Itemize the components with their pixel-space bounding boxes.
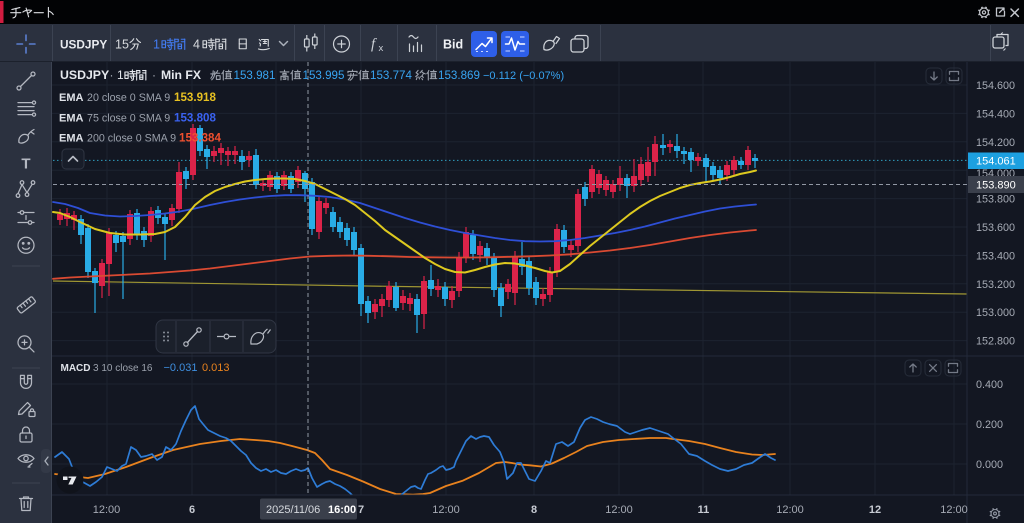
svg-text:7: 7 <box>358 504 364 516</box>
svg-text:153.995: 153.995 <box>303 69 345 82</box>
svg-text:MACD: MACD <box>61 363 91 374</box>
svg-text:153.918: 153.918 <box>174 91 216 104</box>
svg-text:153.869: 153.869 <box>438 69 480 82</box>
svg-text:153.890: 153.890 <box>976 180 1016 192</box>
svg-text:153.000: 153.000 <box>976 307 1015 319</box>
svg-text:12:00: 12:00 <box>940 504 968 516</box>
svg-text:154.200: 154.200 <box>976 137 1015 149</box>
svg-text:153.384: 153.384 <box>179 132 221 145</box>
svg-text:12:00: 12:00 <box>605 504 633 516</box>
svg-text:USDJPY: USDJPY <box>60 38 107 52</box>
svg-text:153.774: 153.774 <box>370 69 412 82</box>
svg-text:f: f <box>371 37 377 53</box>
svg-text:1: 1 <box>117 68 124 82</box>
svg-text:153.200: 153.200 <box>976 279 1015 291</box>
svg-text:12: 12 <box>869 504 881 516</box>
svg-text:USDJPY: USDJPY <box>60 68 109 82</box>
svg-text:8: 8 <box>531 504 537 516</box>
svg-text:153.808: 153.808 <box>174 112 216 125</box>
svg-text:12:00: 12:00 <box>776 504 804 516</box>
svg-text:Min FX: Min FX <box>161 68 202 82</box>
svg-text:0.013: 0.013 <box>202 362 230 374</box>
svg-text:0.400: 0.400 <box>976 379 1003 391</box>
svg-text:153.800: 153.800 <box>976 194 1015 206</box>
svg-text:152.800: 152.800 <box>976 336 1015 348</box>
svg-text:153.981: 153.981 <box>234 69 276 82</box>
svg-text:15: 15 <box>115 38 129 52</box>
svg-text:−0.112 (−0.07%): −0.112 (−0.07%) <box>483 70 564 82</box>
svg-text:154.400: 154.400 <box>976 108 1015 120</box>
svg-text:−0.031: −0.031 <box>164 362 198 374</box>
svg-text:T: T <box>21 156 30 173</box>
svg-text:20 close 0 SMA 9: 20 close 0 SMA 9 <box>87 92 170 104</box>
svg-text:0.000: 0.000 <box>976 459 1003 471</box>
svg-text:EMA: EMA <box>59 133 84 145</box>
svg-text:200 close 0 SMA 9: 200 close 0 SMA 9 <box>87 133 176 145</box>
svg-text:154.600: 154.600 <box>976 80 1015 92</box>
svg-text:2025/11/06: 2025/11/06 <box>266 504 320 516</box>
svg-text:·: · <box>110 68 114 82</box>
svg-text:154.061: 154.061 <box>976 156 1016 168</box>
svg-text:·: · <box>152 68 156 82</box>
svg-text:EMA: EMA <box>59 113 84 125</box>
svg-text:EMA: EMA <box>59 92 84 104</box>
svg-text:153.600: 153.600 <box>976 222 1015 234</box>
svg-text:153.400: 153.400 <box>976 250 1015 262</box>
svg-text:Bid: Bid <box>443 38 463 52</box>
svg-text:12:00: 12:00 <box>432 504 460 516</box>
svg-text:1: 1 <box>153 38 160 52</box>
svg-text:12:00: 12:00 <box>93 504 121 516</box>
svg-text:16:00: 16:00 <box>328 504 356 516</box>
svg-text:6: 6 <box>189 504 195 516</box>
svg-text:11: 11 <box>698 504 710 516</box>
svg-text:3 10 close 16: 3 10 close 16 <box>93 363 153 374</box>
svg-text:75 close 0 SMA 9: 75 close 0 SMA 9 <box>87 113 170 125</box>
svg-text:4: 4 <box>193 38 200 52</box>
svg-text:0.200: 0.200 <box>976 419 1003 431</box>
svg-text:x: x <box>379 43 384 54</box>
